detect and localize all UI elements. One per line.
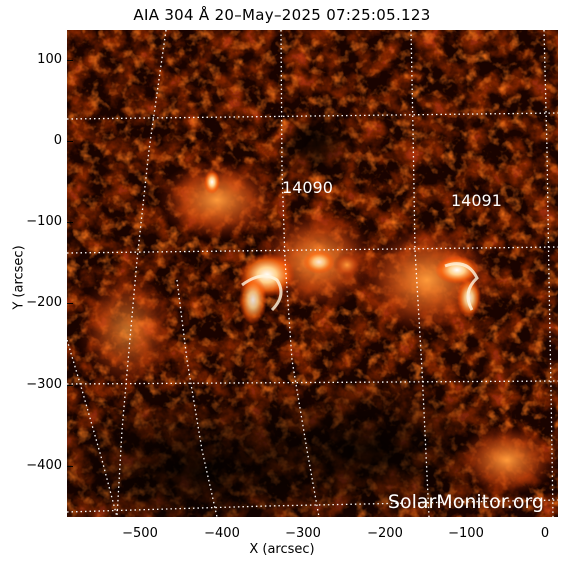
y-tick-100: 100 [37, 52, 62, 67]
y-tickmark [67, 60, 73, 61]
x-tick-minus-300: −300 [285, 526, 321, 541]
x-axis-label: X (arcsec) [249, 542, 315, 557]
heliographic-grid [67, 30, 558, 517]
active-region-label-14090[interactable]: 14090 [282, 178, 333, 197]
x-tick-minus-500: −500 [122, 526, 158, 541]
x-tick-minus-100: −100 [448, 526, 484, 541]
y-tick-minus-100: −100 [26, 214, 62, 229]
y-tick-0: 0 [53, 133, 62, 148]
euv-image [67, 30, 558, 517]
y-tickmark [67, 222, 73, 223]
active-region-label-14091[interactable]: 14091 [451, 191, 502, 210]
y-tickmark [67, 385, 73, 386]
x-tick-minus-400: −400 [204, 526, 240, 541]
watermark: SolarMonitor.org [387, 491, 544, 513]
y-tick-minus-200: −200 [26, 295, 62, 310]
solar-image-panel[interactable]: 14090 14091 SolarMonitor.org [67, 30, 558, 517]
map-title: AIA 304 Å 20–May–2025 07:25:05.123 [133, 6, 431, 24]
y-tick-minus-400: −400 [26, 458, 62, 473]
y-tick-minus-300: −300 [26, 377, 62, 392]
y-tickmark [67, 466, 73, 467]
y-tickmark [67, 303, 73, 304]
x-tick-minus-200: −200 [367, 526, 403, 541]
y-tickmark [67, 141, 73, 142]
x-tick-0: 0 [540, 526, 550, 541]
